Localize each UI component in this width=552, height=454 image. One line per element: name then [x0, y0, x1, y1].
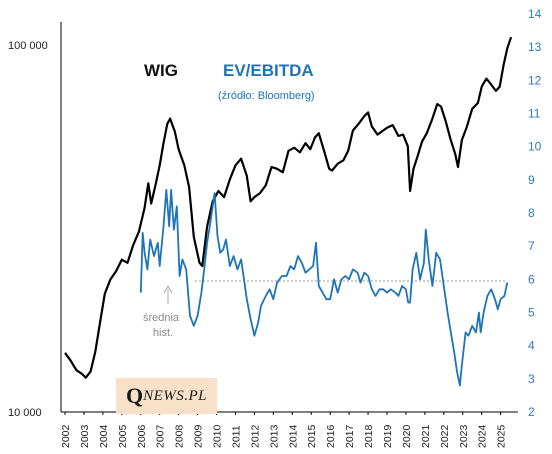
ev-ebitda-series-line [139, 188, 509, 387]
average-label-line-2: hist. [153, 327, 173, 339]
y-left-tick-label: 10 000 [8, 407, 42, 419]
chart-subtitle: (źródło: Bloomberg) [218, 90, 315, 102]
x-tick-label: 2014 [287, 424, 299, 448]
series-lines [64, 36, 513, 387]
y-right-tick-label: 5 [528, 306, 535, 320]
chart-title-ev-ebitda: EV/EBITDA [223, 61, 314, 80]
axes: 10 000 100 000 2 3 4 5 6 7 8 9 10 11 12 13 14 2002 2003 2… [8, 7, 542, 448]
y-right-tick-label: 3 [528, 372, 535, 386]
average-label-line-1: średnia [143, 312, 180, 324]
x-tick-label: 2018 [363, 424, 375, 448]
y-right-tick-label: 14 [528, 7, 542, 21]
y-right-tick-label: 11 [528, 107, 541, 121]
y-right-tick-label: 4 [528, 339, 535, 353]
x-tick-label: 2002 [60, 424, 72, 448]
x-tick-label: 2015 [306, 424, 318, 448]
x-tick-label: 2003 [79, 424, 91, 448]
chart-labels: WIG EV/EBITDA (źródło: Bloomberg) średni… [143, 61, 315, 339]
average-line-group [163, 280, 505, 304]
x-tick-label: 2010 [212, 424, 224, 448]
x-tick-label: 2024 [477, 424, 489, 448]
x-tick-label: 2011 [230, 425, 242, 448]
y-right-tick-label: 2 [528, 405, 535, 419]
x-tick-label: 2005 [117, 424, 129, 448]
x-tick-label: 2004 [98, 424, 110, 448]
x-tick-label: 2006 [136, 424, 148, 448]
qnews-logo: Q NEWS.PL [116, 378, 217, 414]
x-tick-label: 2025 [496, 424, 508, 448]
x-tick-label: 2021 [420, 424, 432, 448]
x-tick-label: 2007 [155, 424, 167, 448]
x-tick-label: 2017 [344, 424, 356, 448]
y-right-tick-label: 8 [528, 206, 535, 220]
average-arrow-head [163, 284, 173, 294]
x-tick-label: 2009 [193, 424, 205, 448]
x-tick-label: 2008 [174, 424, 186, 448]
x-tick-label: 2013 [268, 424, 280, 448]
y-right-tick-label: 9 [528, 173, 535, 187]
y-right-tick-label: 13 [528, 40, 542, 54]
y-left-tick-label: 100 000 [8, 40, 48, 52]
x-tick-label: 2022 [439, 424, 451, 448]
x-tick-label: 2023 [458, 424, 470, 448]
y-right-tick-label: 7 [528, 239, 535, 253]
wig-series-line [64, 36, 513, 379]
y-right-tick-label: 10 [528, 140, 542, 154]
x-tick-label: 2016 [325, 424, 337, 448]
x-tick-label: 2019 [382, 424, 394, 448]
x-tick-label: 2012 [249, 424, 261, 448]
x-tick-label: 2020 [401, 424, 413, 448]
y-right-tick-label: 6 [528, 272, 535, 286]
logo-text: NEWS.PL [143, 387, 208, 404]
chart-title-wig: WIG [144, 61, 178, 80]
logo-letter-q: Q [125, 383, 144, 408]
y-right-tick-label: 12 [528, 73, 542, 87]
